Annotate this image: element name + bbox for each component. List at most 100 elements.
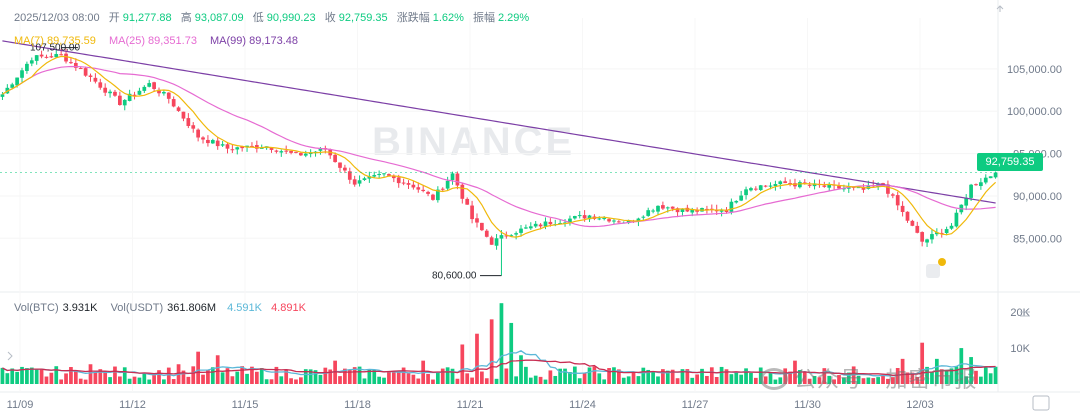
candle-body [127,93,132,101]
candle-body [533,223,538,227]
candle-body [773,184,778,187]
last-price-badge: 92,759.35 [977,153,1043,171]
vol-usdt-value: 361.806M [167,302,217,314]
candle-body [626,220,631,223]
change-value: 1.62% [432,12,464,24]
volume-bar [411,374,416,384]
volume-bar [587,367,592,384]
candle-body [842,188,846,190]
volume-bar [543,379,548,384]
volume-bar [15,371,19,384]
volume-bar [475,333,479,384]
low-label: 低 [252,12,264,24]
candle-body [152,82,156,89]
candle-body [44,56,49,58]
candle-body [475,218,479,223]
notification-dot-icon [938,258,946,266]
volume-bar [171,379,176,384]
candle-body [108,91,112,94]
vol-btc-value: 3.931K [62,302,98,314]
volume-bar [343,368,347,384]
volume-bar [64,373,68,384]
volume-bar [665,370,670,384]
volume-bar [944,370,949,384]
volume-bar [939,369,944,384]
volume-bar [401,367,406,384]
volume-bar [240,366,245,384]
volume-bar [832,379,836,384]
time-tick-label: 11/15 [232,399,259,411]
time-tick-label: 11/21 [457,399,484,411]
candle-body [768,185,773,187]
volume-bar [930,371,934,384]
volume-bar [34,368,39,384]
volume-bar [362,378,367,384]
volume-bar [690,377,695,384]
volume-bar [259,368,264,384]
candle-body [201,137,205,140]
candle-body [739,195,744,201]
volume-bar [709,367,714,384]
ma99-line [2,40,996,204]
volume-bar [812,375,817,384]
time-tick-label: 11/30 [794,399,821,411]
time-tick-label: 11/18 [344,399,371,411]
candle-body [690,209,695,213]
volume-bar [455,378,460,384]
candle-body [881,183,885,185]
volume-bar [749,372,753,384]
volume-bar [739,374,744,384]
candle-body [582,215,587,219]
candle-body [900,205,905,212]
volume-bar [979,376,983,384]
price-tick-label: 100,000.00 [1007,106,1062,118]
candle-body [396,177,401,184]
candle-body [372,175,377,177]
candle-body [538,224,543,227]
volume-bar [558,368,563,384]
vol-ma-b-value: 4.891K [271,302,306,314]
candle-body [993,172,998,178]
candle-body [514,233,518,235]
candle-body [15,77,19,86]
candle-body [930,234,934,240]
candle-body [548,221,553,225]
volume-bar [103,371,108,384]
volume-bar [88,364,93,384]
candle-body [979,182,983,187]
volume-bar [117,376,122,384]
volume-bar [509,322,514,384]
volume-bar [83,379,88,384]
volume-bar [680,369,685,384]
volume-bar [719,366,724,384]
candle-body [661,205,665,209]
candle-body [338,162,342,168]
pane-menu-icon [1020,311,1030,317]
volume-bar [250,366,254,384]
candle-body [142,86,147,91]
volume-bar [328,369,333,384]
volume-bar [450,368,455,384]
volume-bar [196,351,200,384]
volume-bar [181,370,186,384]
candle-body [230,149,235,151]
candle-body [117,95,122,105]
candle-body [113,91,117,96]
candle-body [695,209,699,212]
candle-body [641,216,646,218]
candle-body [499,235,504,239]
candle-body [656,205,660,212]
candle-body [34,55,39,61]
volume-bar [876,377,881,384]
volume-bar [132,376,137,384]
volume-bar [538,376,543,384]
high-label: 高 [180,12,192,24]
volume-bar [528,377,533,384]
candle-body [954,212,959,227]
volume-bar [856,375,861,384]
candle-body [484,230,489,237]
volume-bar [29,367,34,384]
volume-bar [220,372,225,384]
candle-body [543,221,548,227]
